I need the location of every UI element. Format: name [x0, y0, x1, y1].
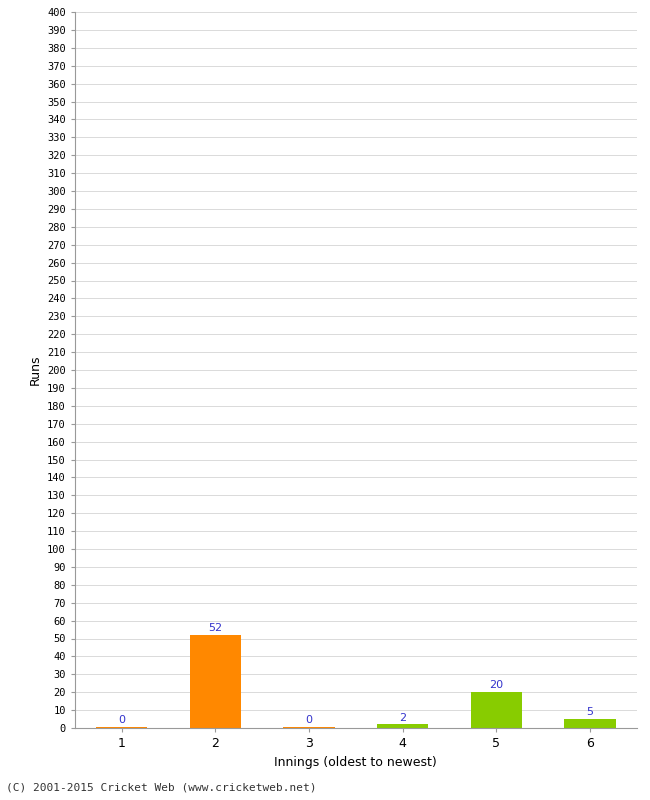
- Text: 5: 5: [587, 707, 593, 718]
- Bar: [283, 726, 335, 728]
- Text: 52: 52: [208, 623, 222, 633]
- Text: 20: 20: [489, 681, 504, 690]
- Bar: [564, 719, 616, 728]
- Y-axis label: Runs: Runs: [29, 354, 42, 386]
- Bar: [96, 726, 148, 728]
- Text: (C) 2001-2015 Cricket Web (www.cricketweb.net): (C) 2001-2015 Cricket Web (www.cricketwe…: [6, 782, 317, 792]
- Bar: [190, 635, 241, 728]
- Text: 2: 2: [399, 713, 406, 722]
- Text: 0: 0: [306, 715, 313, 726]
- X-axis label: Innings (oldest to newest): Innings (oldest to newest): [274, 755, 437, 769]
- Text: 0: 0: [118, 715, 125, 726]
- Bar: [377, 725, 428, 728]
- Bar: [471, 692, 522, 728]
